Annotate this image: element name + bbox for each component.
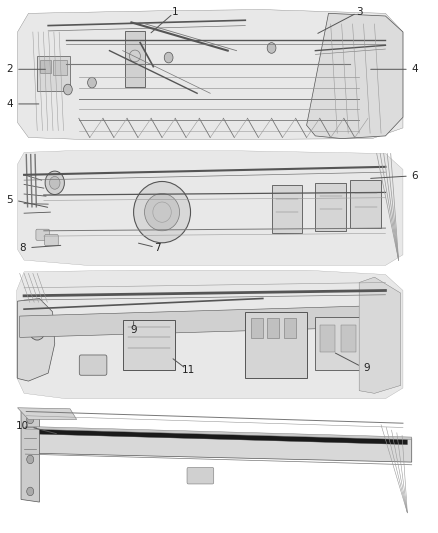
Text: 8: 8 xyxy=(20,243,26,253)
Bar xyxy=(350,180,381,228)
Circle shape xyxy=(88,77,96,88)
Polygon shape xyxy=(18,151,403,265)
Polygon shape xyxy=(17,270,403,399)
FancyBboxPatch shape xyxy=(187,467,214,484)
Text: 9: 9 xyxy=(364,363,370,373)
Text: 10: 10 xyxy=(15,422,28,431)
Bar xyxy=(284,318,296,338)
FancyBboxPatch shape xyxy=(79,355,107,375)
Text: 4: 4 xyxy=(412,64,418,74)
Bar xyxy=(320,325,335,352)
Circle shape xyxy=(267,43,276,53)
Circle shape xyxy=(164,52,173,63)
Bar xyxy=(267,318,279,338)
Circle shape xyxy=(29,321,45,340)
Polygon shape xyxy=(25,426,412,440)
FancyBboxPatch shape xyxy=(45,235,58,246)
Polygon shape xyxy=(18,408,77,419)
Text: 11: 11 xyxy=(182,366,195,375)
Ellipse shape xyxy=(145,193,180,231)
Bar xyxy=(245,312,307,378)
Bar xyxy=(315,317,364,370)
Polygon shape xyxy=(307,13,403,139)
Text: 1: 1 xyxy=(172,7,179,17)
Text: 2: 2 xyxy=(7,64,13,74)
Text: 6: 6 xyxy=(412,171,418,181)
Polygon shape xyxy=(359,277,401,393)
Polygon shape xyxy=(25,427,412,462)
Polygon shape xyxy=(20,305,385,337)
Bar xyxy=(315,183,346,231)
Circle shape xyxy=(27,415,34,424)
Text: 9: 9 xyxy=(130,326,137,335)
Bar xyxy=(251,318,263,338)
Bar xyxy=(37,56,70,91)
Text: 3: 3 xyxy=(356,7,363,17)
Text: 7: 7 xyxy=(154,243,161,253)
Bar xyxy=(40,60,51,73)
FancyBboxPatch shape xyxy=(36,229,49,240)
Bar xyxy=(272,185,302,233)
Polygon shape xyxy=(18,10,403,140)
Circle shape xyxy=(64,84,72,95)
Polygon shape xyxy=(18,298,55,381)
Polygon shape xyxy=(21,410,39,502)
Bar xyxy=(341,325,356,352)
Bar xyxy=(125,31,145,87)
Ellipse shape xyxy=(134,181,191,243)
Bar xyxy=(53,60,67,75)
Polygon shape xyxy=(31,429,407,445)
Circle shape xyxy=(27,455,34,464)
Circle shape xyxy=(45,171,64,195)
Text: 5: 5 xyxy=(7,195,13,205)
Circle shape xyxy=(27,487,34,496)
Bar xyxy=(123,320,175,370)
Circle shape xyxy=(49,176,60,189)
Text: 4: 4 xyxy=(7,99,13,109)
